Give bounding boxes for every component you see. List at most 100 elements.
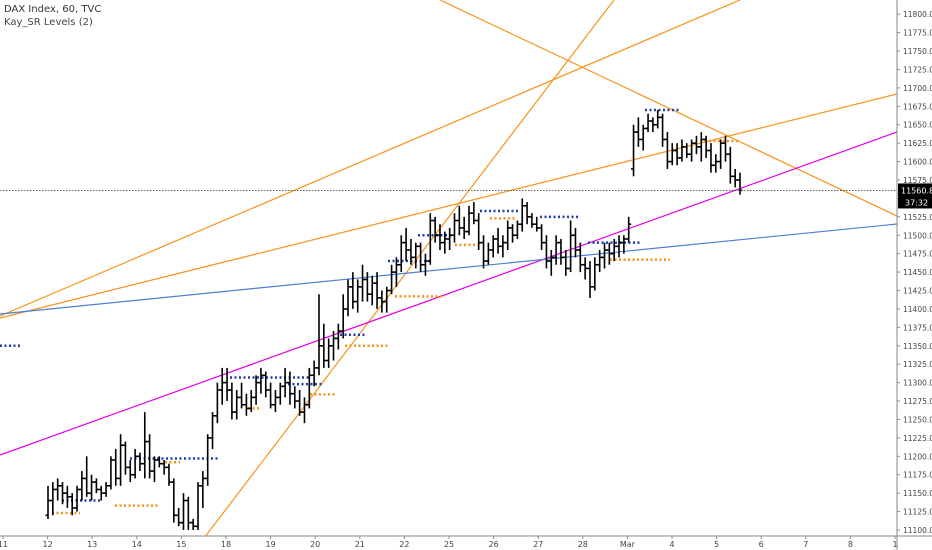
ohlc-bar	[151, 456, 157, 483]
ohlc-bar	[93, 478, 99, 494]
ohlc-bar	[510, 224, 516, 243]
ohlc-bar	[297, 390, 303, 416]
y-tick-label: 11400.0	[903, 305, 932, 314]
ohlc-bar	[384, 286, 390, 313]
orange-trendline-1	[0, 0, 741, 317]
ohlc-bar	[161, 460, 167, 475]
ohlc-bar	[727, 146, 733, 184]
ohlc-bar	[224, 367, 230, 402]
ohlc-bar	[108, 456, 114, 490]
ohlc-bar	[374, 272, 380, 309]
ohlc-bar	[418, 242, 424, 273]
x-tick-label: 25	[444, 540, 454, 549]
ohlc-bar	[398, 235, 404, 273]
ohlc-bar	[626, 216, 632, 243]
ohlc-bar	[355, 279, 361, 313]
ohlc-bar	[689, 139, 695, 162]
ohlc-bar	[190, 518, 196, 530]
y-tick-label: 11300.0	[903, 379, 932, 388]
ohlc-bar	[602, 242, 608, 269]
ohlc-bar	[505, 220, 511, 250]
ohlc-bar	[437, 224, 443, 250]
ohlc-bar	[553, 235, 559, 265]
ohlc-bar	[568, 220, 574, 273]
ohlc-bar	[239, 382, 245, 409]
x-tick-label: 14	[132, 540, 142, 549]
y-tick-label: 11225.0	[903, 434, 932, 443]
ohlc-bar	[55, 478, 61, 501]
ohlc-bar	[214, 382, 220, 424]
ohlc-bar	[582, 257, 588, 280]
last-price-label: 11560.8	[901, 186, 932, 195]
ohlc-bar	[693, 135, 699, 155]
ohlc-bar	[664, 132, 670, 169]
x-tick-label: 5	[714, 540, 719, 549]
ohlc-bar	[253, 375, 259, 405]
ohlc-bar	[698, 132, 704, 162]
ohlc-bar	[393, 257, 399, 287]
ohlc-bar	[737, 172, 743, 195]
x-tick-label: 1	[892, 540, 897, 549]
ohlc-bar	[485, 242, 491, 265]
ohlc-bar	[103, 482, 109, 497]
y-tick-label: 11425.0	[903, 287, 932, 296]
ohlc-bar	[185, 496, 191, 530]
ohlc-bar	[476, 213, 482, 250]
ohlc-bar	[466, 205, 472, 236]
ohlc-bar	[674, 143, 680, 166]
ohlc-bar	[679, 139, 685, 162]
ohlc-bar	[616, 235, 622, 258]
ohlc-bar	[408, 238, 414, 265]
x-tick-label: 21	[355, 540, 365, 549]
x-tick-label: 18	[221, 540, 231, 549]
ohlc-bar	[321, 323, 327, 368]
indicator-title: Kay_SR Levels (2)	[4, 17, 93, 28]
ohlc-bar	[60, 482, 66, 505]
ohlc-bar	[277, 382, 283, 405]
ohlc-bar	[461, 216, 467, 239]
ohlc-bar	[301, 397, 307, 424]
ohlc-bar	[539, 224, 545, 250]
ohlc-bar	[563, 250, 569, 276]
x-tick-label: 4	[669, 540, 674, 549]
x-tick-label: 6	[759, 540, 764, 549]
ohlc-bar	[718, 139, 724, 169]
ohlc-bar	[597, 250, 603, 273]
x-tick-label: 15	[176, 540, 186, 549]
y-tick-label: 11650.0	[903, 121, 932, 130]
ohlc-bar	[180, 493, 186, 530]
y-tick-label: 11625.0	[903, 139, 932, 148]
ohlc-bar	[592, 257, 598, 291]
ohlc-bar	[684, 143, 690, 158]
ohlc-bar	[389, 264, 395, 295]
y-tick-label: 11575.0	[903, 176, 932, 185]
ohlc-bar	[606, 242, 612, 265]
ohlc-bar	[306, 367, 312, 409]
y-tick-label: 11675.0	[903, 102, 932, 111]
ohlc-bar	[577, 242, 583, 273]
ohlc-bar	[113, 448, 119, 486]
y-tick-label: 11475.0	[903, 250, 932, 259]
y-tick-label: 11250.0	[903, 415, 932, 424]
ohlc-bar	[379, 290, 385, 313]
x-tick-label: 7	[803, 540, 808, 549]
y-tick-label: 11525.0	[903, 213, 932, 222]
x-tick-label: 20	[310, 540, 320, 549]
ohlc-bar	[660, 113, 666, 147]
ohlc-bar	[360, 264, 366, 302]
ohlc-bar	[427, 213, 433, 265]
ohlc-bar	[229, 382, 235, 420]
plot-area	[0, 0, 897, 536]
ohlc-bar	[640, 124, 646, 151]
countdown-label: 37:32	[905, 198, 928, 207]
y-tick-label: 11150.0	[903, 489, 932, 498]
ohlc-bar	[69, 493, 75, 516]
ohlc-bar	[543, 235, 549, 269]
ohlc-bar	[205, 434, 211, 486]
x-tick-label: Mar	[620, 540, 636, 549]
ohlc-bar	[74, 485, 80, 512]
y-tick-label: 11725.0	[903, 65, 932, 74]
ohlc-bar	[340, 294, 346, 339]
